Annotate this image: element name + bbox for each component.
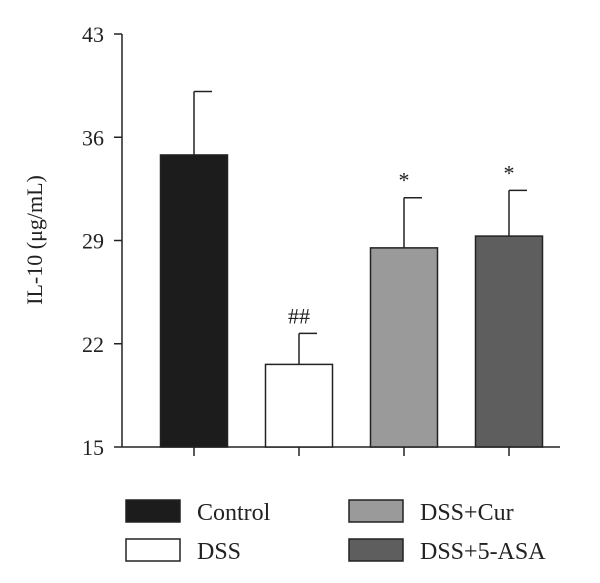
legend-swatch [348,499,404,523]
y-axis-label: IL-10 (μg/mL) [22,175,47,305]
y-tick-label: 29 [82,229,104,254]
legend-label: Control [197,500,271,526]
y-tick-label: 43 [82,22,104,47]
legend-label: DSS+5-ASA [420,539,546,565]
bar-dss-5-asa [474,235,544,448]
legend-swatch [125,499,181,523]
legend-label: DSS+Cur [420,500,514,526]
bar-control [159,154,229,448]
legend-label: DSS [197,539,241,565]
significance-label: ## [288,303,310,328]
bar-dss-cur [369,247,439,448]
legend-swatch [125,538,181,562]
legend-swatch [348,538,404,562]
legend: Control DSS DSS+Cur DSS+5-ASA [125,499,546,565]
y-tick-label: 22 [82,332,104,357]
significance-label: * [504,160,515,185]
significance-label: * [399,168,410,193]
y-tick-label: 36 [82,125,104,150]
bar-dss [264,363,334,448]
plot-area: 15 22 29 36 43 ## * * [82,22,560,460]
y-tick-label: 15 [82,435,104,460]
